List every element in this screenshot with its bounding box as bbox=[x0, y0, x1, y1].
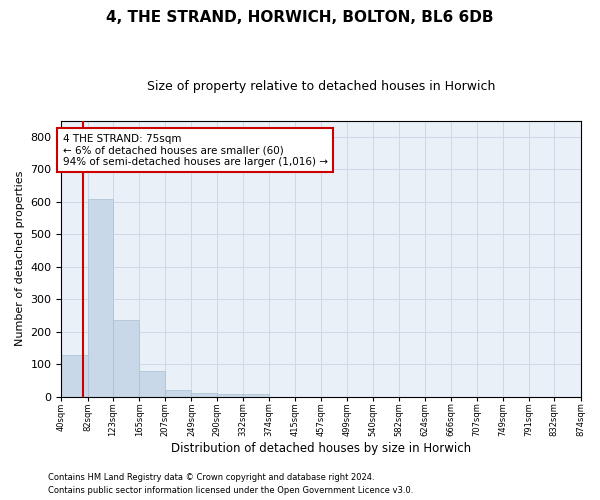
Bar bbox=[61, 354, 88, 397]
Bar bbox=[139, 371, 166, 397]
Bar bbox=[243, 394, 269, 397]
Y-axis label: Number of detached properties: Number of detached properties bbox=[15, 171, 25, 346]
Text: 4, THE STRAND, HORWICH, BOLTON, BL6 6DB: 4, THE STRAND, HORWICH, BOLTON, BL6 6DB bbox=[106, 10, 494, 25]
Bar bbox=[88, 198, 113, 397]
X-axis label: Distribution of detached houses by size in Horwich: Distribution of detached houses by size … bbox=[171, 442, 471, 455]
Bar bbox=[113, 320, 139, 397]
Title: Size of property relative to detached houses in Horwich: Size of property relative to detached ho… bbox=[147, 80, 495, 93]
Bar bbox=[191, 393, 217, 397]
Text: Contains HM Land Registry data © Crown copyright and database right 2024.
Contai: Contains HM Land Registry data © Crown c… bbox=[48, 474, 413, 495]
Bar bbox=[217, 394, 243, 397]
Bar bbox=[166, 390, 191, 397]
Text: 4 THE STRAND: 75sqm
← 6% of detached houses are smaller (60)
94% of semi-detache: 4 THE STRAND: 75sqm ← 6% of detached hou… bbox=[62, 134, 328, 167]
